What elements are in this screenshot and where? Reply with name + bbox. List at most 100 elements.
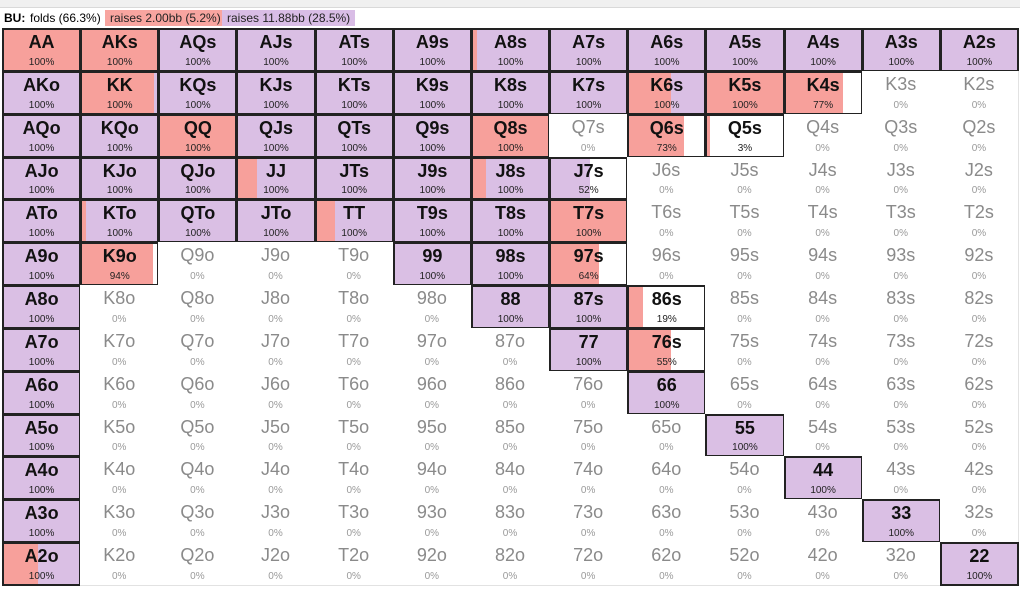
hand-cell[interactable]: K4o 0% bbox=[80, 456, 160, 501]
hand-cell[interactable]: A7o 100% bbox=[2, 327, 82, 372]
hand-cell[interactable]: A5s 100% bbox=[705, 28, 785, 72]
hand-cell[interactable]: T8s 100% bbox=[470, 199, 551, 244]
hand-cell[interactable]: 75o 0% bbox=[549, 413, 629, 458]
hand-cell[interactable]: 66 100% bbox=[627, 370, 707, 415]
hand-cell[interactable]: T3s 0% bbox=[861, 199, 941, 244]
hand-cell[interactable]: 92o 0% bbox=[392, 542, 472, 586]
hand-cell[interactable]: T2s 0% bbox=[939, 199, 1019, 244]
hand-cell[interactable]: Q6o 0% bbox=[158, 370, 238, 415]
hand-cell[interactable]: A2o 100% bbox=[2, 542, 82, 586]
hand-cell[interactable]: AQo 100% bbox=[2, 113, 82, 158]
hand-cell[interactable]: 97s 64% bbox=[549, 242, 629, 287]
hand-cell[interactable]: 82o 0% bbox=[470, 542, 551, 586]
hand-cell[interactable]: 32o 0% bbox=[861, 542, 941, 586]
hand-cell[interactable]: J5o 0% bbox=[236, 413, 316, 458]
hand-cell[interactable]: J2o 0% bbox=[236, 542, 316, 586]
hand-cell[interactable]: Q2s 0% bbox=[939, 113, 1019, 158]
hand-cell[interactable]: Q3o 0% bbox=[158, 499, 238, 544]
hand-cell[interactable]: A6s 100% bbox=[627, 28, 707, 72]
hand-cell[interactable]: Q9o 0% bbox=[158, 242, 238, 287]
hand-cell[interactable]: T5s 0% bbox=[705, 199, 785, 244]
hand-cell[interactable]: A7s 100% bbox=[549, 28, 629, 72]
hand-cell[interactable]: 64s 0% bbox=[783, 370, 863, 415]
legend-raise-small[interactable]: raises 2.00bb (5.2%) bbox=[105, 10, 226, 26]
hand-cell[interactable]: Q5s 3% bbox=[705, 113, 785, 158]
hand-cell[interactable]: Q4s 0% bbox=[783, 113, 863, 158]
hand-cell[interactable]: J2s 0% bbox=[939, 156, 1019, 201]
hand-cell[interactable]: 72o 0% bbox=[549, 542, 629, 586]
hand-cell[interactable]: T8o 0% bbox=[314, 285, 394, 329]
hand-cell[interactable]: Q4o 0% bbox=[158, 456, 238, 501]
hand-cell[interactable]: KTs 100% bbox=[314, 70, 394, 115]
hand-cell[interactable]: A8s 100% bbox=[470, 28, 551, 72]
hand-cell[interactable]: Q5o 0% bbox=[158, 413, 238, 458]
hand-cell[interactable]: 83s 0% bbox=[861, 285, 941, 329]
hand-cell[interactable]: K2o 0% bbox=[80, 542, 160, 586]
hand-cell[interactable]: 84o 0% bbox=[470, 456, 551, 501]
hand-cell[interactable]: K6o 0% bbox=[80, 370, 160, 415]
hand-cell[interactable]: QJs 100% bbox=[236, 113, 316, 158]
hand-cell[interactable]: K8o 0% bbox=[80, 285, 160, 329]
hand-cell[interactable]: 73s 0% bbox=[861, 327, 941, 372]
hand-cell[interactable]: 88 100% bbox=[470, 285, 551, 329]
hand-cell[interactable]: JJ 100% bbox=[236, 156, 316, 201]
hand-cell[interactable]: 96s 0% bbox=[627, 242, 707, 287]
hand-cell[interactable]: 72s 0% bbox=[939, 327, 1019, 372]
hand-cell[interactable]: AJo 100% bbox=[2, 156, 82, 201]
hand-cell[interactable]: K3o 0% bbox=[80, 499, 160, 544]
hand-cell[interactable]: 98s 100% bbox=[470, 242, 551, 287]
hand-cell[interactable]: QTs 100% bbox=[314, 113, 394, 158]
hand-cell[interactable]: 42o 0% bbox=[783, 542, 863, 586]
hand-cell[interactable]: 75s 0% bbox=[705, 327, 785, 372]
hand-cell[interactable]: Q8o 0% bbox=[158, 285, 238, 329]
hand-cell[interactable]: K5o 0% bbox=[80, 413, 160, 458]
hand-cell[interactable]: J3o 0% bbox=[236, 499, 316, 544]
hand-cell[interactable]: Q9s 100% bbox=[392, 113, 472, 158]
hand-cell[interactable]: QQ 100% bbox=[158, 113, 238, 158]
hand-cell[interactable]: AKs 100% bbox=[80, 28, 160, 72]
hand-cell[interactable]: A6o 100% bbox=[2, 370, 82, 415]
hand-cell[interactable]: T7o 0% bbox=[314, 327, 394, 372]
hand-cell[interactable]: 95s 0% bbox=[705, 242, 785, 287]
hand-cell[interactable]: 74s 0% bbox=[783, 327, 863, 372]
hand-cell[interactable]: 94o 0% bbox=[392, 456, 472, 501]
hand-cell[interactable]: AA 100% bbox=[2, 28, 82, 72]
hand-cell[interactable]: 53o 0% bbox=[705, 499, 785, 544]
hand-cell[interactable]: ATs 100% bbox=[314, 28, 394, 72]
hand-cell[interactable]: 63o 0% bbox=[627, 499, 707, 544]
hand-cell[interactable]: KQo 100% bbox=[80, 113, 160, 158]
hand-cell[interactable]: 63s 0% bbox=[861, 370, 941, 415]
hand-cell[interactable]: 32s 0% bbox=[939, 499, 1019, 544]
hand-cell[interactable]: 83o 0% bbox=[470, 499, 551, 544]
hand-cell[interactable]: 54o 0% bbox=[705, 456, 785, 501]
hand-cell[interactable]: 64o 0% bbox=[627, 456, 707, 501]
hand-cell[interactable]: J8s 100% bbox=[470, 156, 551, 201]
hand-cell[interactable]: K5s 100% bbox=[705, 70, 785, 115]
hand-cell[interactable]: AQs 100% bbox=[158, 28, 238, 72]
hand-cell[interactable]: A9o 100% bbox=[2, 242, 82, 287]
hand-cell[interactable]: 55 100% bbox=[705, 413, 785, 458]
hand-cell[interactable]: 76o 0% bbox=[549, 370, 629, 415]
hand-cell[interactable]: A5o 100% bbox=[2, 413, 82, 458]
legend-raise-big[interactable]: raises 11.88bb (28.5%) bbox=[222, 10, 356, 26]
hand-cell[interactable]: KTo 100% bbox=[80, 199, 160, 244]
hand-cell[interactable]: 77 100% bbox=[549, 327, 629, 372]
hand-cell[interactable]: T7s 100% bbox=[549, 199, 629, 244]
hand-cell[interactable]: J6o 0% bbox=[236, 370, 316, 415]
hand-cell[interactable]: 87s 100% bbox=[549, 285, 629, 329]
legend-folds[interactable]: folds (66.3%) bbox=[30, 11, 101, 25]
hand-cell[interactable]: 85s 0% bbox=[705, 285, 785, 329]
hand-cell[interactable]: J5s 0% bbox=[705, 156, 785, 201]
hand-cell[interactable]: 96o 0% bbox=[392, 370, 472, 415]
hand-cell[interactable]: A8o 100% bbox=[2, 285, 82, 329]
hand-cell[interactable]: 87o 0% bbox=[470, 327, 551, 372]
hand-cell[interactable]: AKo 100% bbox=[2, 70, 82, 115]
hand-cell[interactable]: 42s 0% bbox=[939, 456, 1019, 501]
hand-cell[interactable]: 86s 19% bbox=[627, 285, 707, 329]
hand-cell[interactable]: A9s 100% bbox=[392, 28, 472, 72]
hand-cell[interactable]: Q7o 0% bbox=[158, 327, 238, 372]
hand-cell[interactable]: 52s 0% bbox=[939, 413, 1019, 458]
hand-cell[interactable]: ATo 100% bbox=[2, 199, 82, 244]
hand-cell[interactable]: T2o 0% bbox=[314, 542, 394, 586]
hand-cell[interactable]: K9s 100% bbox=[392, 70, 472, 115]
